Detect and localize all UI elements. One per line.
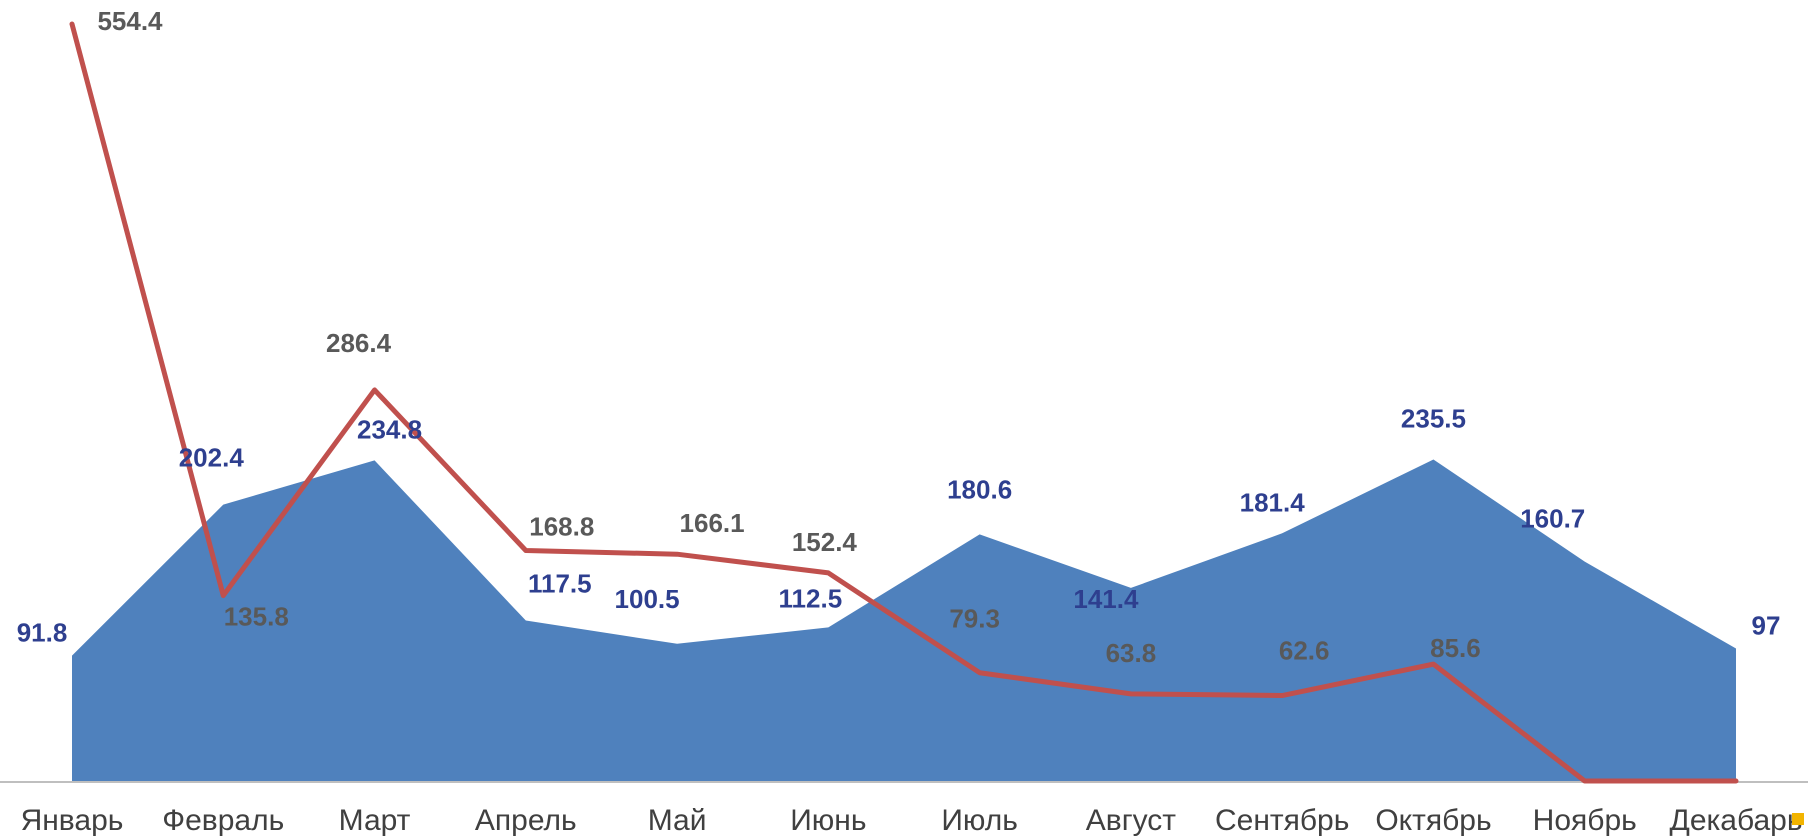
- area-data-label: 202.4: [179, 443, 245, 473]
- x-tick-label: Ноябрь: [1533, 804, 1637, 837]
- x-tick-label: Декабарь: [1670, 804, 1803, 837]
- area-data-label: 91.8: [17, 618, 68, 648]
- line-data-label: 152.4: [792, 527, 858, 557]
- line-path: [69, 21, 1739, 784]
- x-tick-label: Май: [648, 804, 707, 837]
- x-tick-label: Август: [1086, 804, 1177, 837]
- x-tick-label: Октябрь: [1375, 804, 1491, 837]
- line-data-label: 286.4: [326, 328, 392, 358]
- line-data-label: 166.1: [680, 508, 745, 538]
- area-data-label: 234.8: [357, 414, 422, 444]
- x-tick-label: Март: [339, 804, 411, 837]
- area-data-label: 100.5: [615, 584, 680, 614]
- line-data-label: 135.8: [224, 602, 289, 632]
- area-data-label: 117.5: [528, 569, 592, 599]
- area-data-labels: 91.8 202.4 234.8 117.5 100.5 112.5 180.6 141.4 1…: [17, 403, 1781, 647]
- x-tick-label: Июль: [941, 804, 1018, 837]
- line-data-label: 63.8: [1106, 638, 1157, 668]
- x-axis-tick-labels: Январь Февраль Март Апрель Май Июнь Июль Август…: [21, 804, 1803, 837]
- area-data-label: 235.5: [1401, 403, 1466, 433]
- line-data-label: 85.6: [1430, 633, 1481, 663]
- line-data-labels: 554.4 135.8 286.4 168.8 166.1 152.4 79.3 63.8 62…: [97, 6, 1480, 668]
- area-data-label: 112.5: [779, 583, 843, 613]
- area-data-label: 97: [1752, 611, 1781, 641]
- line-data-label: 168.8: [529, 512, 594, 542]
- resize-handle[interactable]: [1792, 813, 1804, 825]
- x-tick-label: Сентябрь: [1215, 804, 1349, 837]
- area-data-label: 160.7: [1520, 504, 1585, 534]
- line-data-label: 554.4: [97, 6, 163, 36]
- line-series: [69, 21, 1739, 784]
- area-data-label: 181.4: [1240, 487, 1306, 517]
- x-tick-label: Январь: [21, 804, 124, 837]
- line-data-label: 62.6: [1279, 636, 1330, 666]
- x-tick-label: Июнь: [790, 804, 866, 837]
- x-tick-label: Апрель: [475, 804, 577, 837]
- area-data-label: 180.6: [947, 474, 1012, 504]
- line-data-label: 79.3: [949, 604, 1000, 634]
- area-data-label: 141.4: [1073, 584, 1139, 614]
- x-tick-label: Февраль: [162, 804, 284, 837]
